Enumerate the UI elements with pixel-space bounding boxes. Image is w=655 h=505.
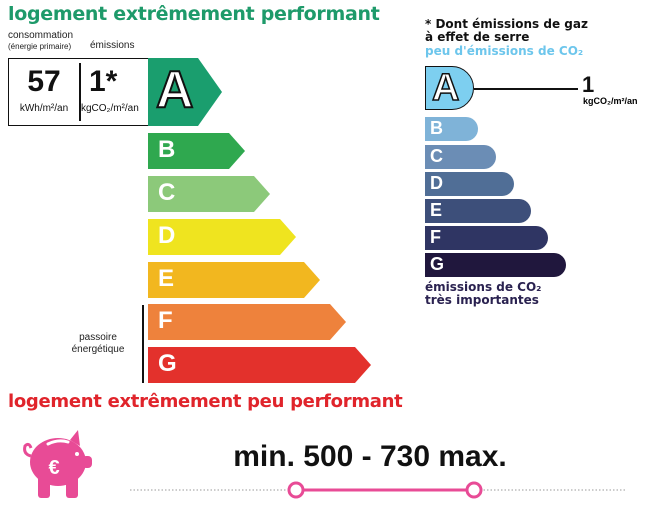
consumption-value: 57	[27, 65, 61, 98]
cost-range-slider	[130, 481, 626, 499]
class-letter: B	[158, 136, 176, 163]
passoire-label: passoire énergétique	[71, 332, 125, 355]
ghg-class-D: D	[425, 172, 514, 196]
ghg-class-C: C	[425, 145, 496, 169]
consumption-unit: kWh/m²/an	[19, 103, 69, 114]
energy-class-F: F	[148, 304, 346, 340]
emissions-unit: kgCO₂/m²/an	[81, 103, 139, 114]
class-letter: A	[431, 66, 460, 110]
class-letter: C	[430, 146, 443, 166]
ghg-bottom-1: émissions de CO₂	[425, 280, 542, 294]
ghg-class-F: F	[425, 226, 548, 250]
max-marker	[465, 481, 483, 499]
ghg-pointer-line	[474, 88, 578, 90]
ghg-class-A: A	[425, 66, 474, 110]
class-letter: G	[430, 254, 445, 274]
class-letter: C	[158, 179, 176, 206]
ghg-value: 1	[582, 72, 595, 97]
passoire-bracket	[142, 305, 144, 383]
top-title: logement extrêmement performant	[8, 3, 380, 25]
energy-class-A: A	[148, 58, 222, 126]
divider	[79, 63, 81, 121]
svg-text:€: €	[48, 457, 59, 479]
class-letter: F	[158, 307, 173, 334]
rating-box: 57 kWh/m²/an 1* kgCO₂/m²/an	[8, 58, 149, 126]
energy-class-E: E	[148, 262, 320, 298]
class-letter: G	[158, 350, 177, 377]
class-letter: F	[430, 227, 441, 247]
ghg-class-E: E	[425, 199, 531, 223]
emissions-label: émissions	[90, 40, 135, 51]
ghg-note-2: à effet de serre	[425, 30, 530, 44]
piggy-bank-euro-icon: €	[23, 430, 92, 498]
class-letter: B	[430, 118, 443, 138]
consumption-sub: (énergie primaire)	[8, 42, 72, 51]
consumption-label: consommation	[8, 30, 74, 41]
ghg-class-B: B	[425, 117, 478, 141]
emissions-value: 1*	[89, 65, 118, 98]
class-letter: D	[430, 173, 443, 193]
ghg-unit: kgCO₂/m²/an	[583, 96, 638, 106]
bottom-title: logement extrêmement peu performant	[8, 391, 403, 412]
ghg-class-G: G	[425, 253, 566, 277]
ghg-top-label: peu d'émissions de CO₂	[425, 44, 584, 58]
energy-class-G: G	[148, 347, 371, 383]
min-marker	[287, 481, 305, 499]
class-letter: E	[158, 265, 175, 292]
energy-class-B: B	[148, 133, 245, 169]
cost-range: min. 500 - 730 max.	[233, 440, 507, 473]
ghg-bottom-2: très importantes	[425, 293, 539, 307]
class-letter: D	[158, 222, 176, 249]
class-letter: E	[430, 200, 443, 220]
energy-class-C: C	[148, 176, 270, 212]
energy-class-D: D	[148, 219, 296, 255]
class-letter: A	[155, 60, 195, 120]
ghg-note-1: * Dont émissions de gaz	[425, 17, 588, 31]
